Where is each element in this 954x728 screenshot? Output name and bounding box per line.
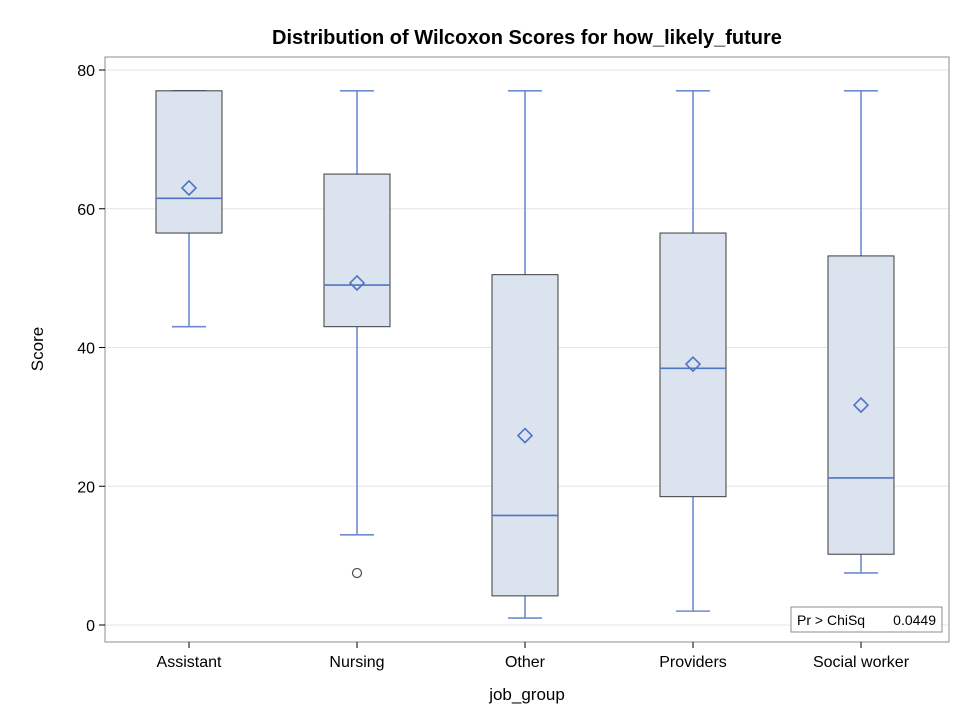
- x-tick-label: Other: [505, 654, 546, 671]
- mean-marker: [852, 396, 870, 414]
- box-nursing: [323, 90, 391, 579]
- y-tick-label: 80: [77, 63, 95, 80]
- box-iqr: [827, 255, 895, 555]
- y-axis-ticks: 0 20 40 60 80: [77, 63, 105, 635]
- x-tick-label: Assistant: [157, 654, 222, 671]
- mean-marker: [180, 179, 198, 197]
- mean-marker: [348, 274, 366, 292]
- inset-value: 0.0449: [893, 612, 936, 628]
- x-tick-label: Providers: [659, 654, 727, 671]
- x-axis-label: job_group: [488, 685, 565, 704]
- chisq-inset: Pr > ChiSq 0.0449: [790, 606, 943, 633]
- x-tick-label: Social worker: [813, 654, 910, 671]
- plot-area: [104, 56, 950, 643]
- y-tick-label: 40: [77, 341, 95, 358]
- box-other: [491, 90, 559, 619]
- y-tick-label: 0: [86, 618, 95, 635]
- boxes: [155, 90, 895, 619]
- box-iqr: [491, 274, 559, 597]
- inset-label: Pr > ChiSq: [797, 612, 865, 628]
- box-iqr: [659, 232, 727, 498]
- inset-box: [790, 606, 943, 633]
- x-tick-label: Nursing: [329, 654, 384, 671]
- box-social-worker: [827, 90, 895, 574]
- mean-marker: [684, 356, 702, 373]
- outlier-point: [351, 567, 363, 579]
- box-iqr: [323, 173, 391, 328]
- y-axis-label: Score: [28, 327, 47, 371]
- box-iqr: [155, 90, 223, 234]
- y-tick-label: 20: [77, 479, 95, 496]
- y-tick-label: 60: [77, 202, 95, 219]
- box-assistant: [155, 90, 223, 328]
- mean-marker: [516, 427, 534, 444]
- chart-title: Distribution of Wilcoxon Scores for how_…: [272, 27, 782, 49]
- x-axis-ticks: Assistant Nursing Other Providers Social wor…: [157, 642, 910, 671]
- box-providers: [659, 90, 727, 612]
